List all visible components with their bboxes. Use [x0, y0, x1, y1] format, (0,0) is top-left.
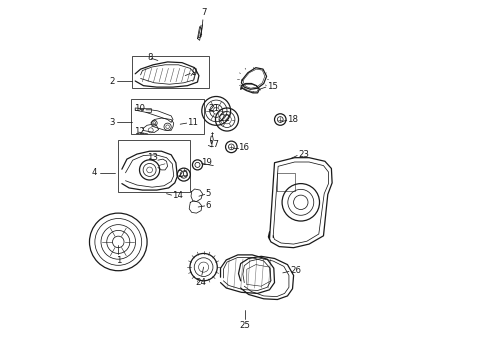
- Text: 15: 15: [268, 82, 278, 91]
- Bar: [132, 56, 209, 88]
- Text: 2: 2: [109, 77, 115, 85]
- Text: 16: 16: [238, 143, 249, 152]
- Text: 23: 23: [298, 150, 309, 158]
- Text: 21: 21: [208, 104, 220, 113]
- Text: 20: 20: [178, 170, 189, 179]
- Text: 9: 9: [191, 68, 196, 77]
- Text: 13: 13: [147, 153, 158, 162]
- Text: 10: 10: [134, 104, 145, 112]
- Text: 19: 19: [201, 158, 212, 167]
- Text: 11: 11: [187, 118, 198, 127]
- Text: 12: 12: [134, 127, 145, 136]
- Bar: [130, 99, 204, 134]
- Text: 1: 1: [116, 256, 121, 265]
- Text: 7: 7: [201, 8, 206, 17]
- Text: 26: 26: [290, 266, 301, 275]
- Text: 17: 17: [208, 140, 220, 149]
- Text: 14: 14: [172, 191, 183, 199]
- Text: 24: 24: [196, 278, 207, 287]
- Text: 6: 6: [205, 201, 211, 210]
- Text: 3: 3: [109, 118, 115, 127]
- Text: 25: 25: [240, 321, 250, 330]
- Text: 4: 4: [92, 168, 98, 177]
- Bar: [118, 140, 190, 192]
- Text: 8: 8: [147, 53, 152, 62]
- Text: 18: 18: [288, 115, 298, 124]
- Text: 22: 22: [219, 113, 230, 122]
- Text: 5: 5: [205, 189, 211, 198]
